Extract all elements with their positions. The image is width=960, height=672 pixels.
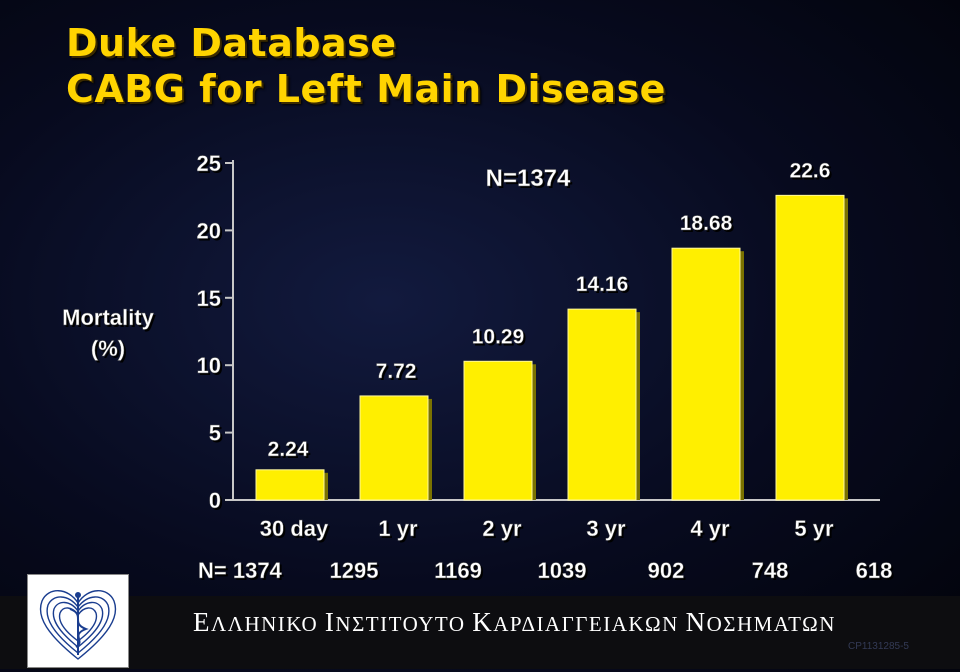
- bar-side-0: [324, 472, 328, 500]
- x-tick-label-0: 30 day: [260, 516, 329, 541]
- n-at-risk-0-shadow: 1295: [332, 560, 381, 585]
- n-at-risk-1-shadow: 1169: [436, 560, 484, 585]
- institute-word-3: ΚΑΡΔΙΑΓΓΕΙΑΚΩΝ: [472, 607, 679, 637]
- bar-side-1: [428, 398, 432, 500]
- value-label-1: 7.72: [376, 360, 417, 383]
- y-tick-label-4-shadow: 20: [199, 220, 223, 245]
- bar-0: [255, 469, 325, 501]
- heart-caduceus-icon: [39, 590, 117, 660]
- bar-side-5: [844, 198, 848, 501]
- n-at-risk-2-shadow: 1039: [540, 560, 589, 585]
- x-tick-label-2: 2 yr: [482, 516, 522, 541]
- n-annotation: N=1374: [486, 165, 571, 192]
- bar-side-3: [636, 312, 640, 500]
- n-at-risk-4-shadow: 748: [754, 560, 791, 585]
- y-tick-label-5-shadow: 25: [199, 153, 223, 178]
- x-tick-label-3-shadow: 3 yr: [588, 518, 628, 543]
- x-tick-label-0-shadow: 30 day: [262, 518, 331, 543]
- n-at-risk-4: 748: [752, 558, 789, 583]
- value-label-0: 2.24: [268, 438, 309, 461]
- value-label-1-shadow: 7.72: [378, 362, 419, 385]
- n-at-risk-2: 1039: [538, 558, 587, 583]
- n-at-risk-5: 618: [856, 558, 893, 583]
- y-tick-label-1: 5: [209, 421, 221, 446]
- bar-2: [463, 360, 533, 501]
- y-tick-label-2: 10: [197, 353, 221, 378]
- value-label-2: 10.29: [472, 325, 525, 348]
- value-label-5: 22.6: [790, 159, 831, 182]
- value-label-5-shadow: 22.6: [792, 161, 833, 184]
- bar-3: [567, 308, 637, 501]
- value-label-3: 14.16: [576, 273, 629, 296]
- institute-word-1: ΕΛΛΗΝΙΚΟ: [193, 607, 319, 637]
- title-line-1: Duke Database: [66, 21, 397, 65]
- value-label-4: 18.68: [680, 212, 733, 235]
- y-tick-label-4: 20: [197, 218, 221, 243]
- slide-code: CP1131285-5: [848, 641, 909, 652]
- y-tick-label-2-shadow: 10: [199, 355, 223, 380]
- value-label-2-shadow: 10.29: [474, 327, 527, 350]
- bar-4: [671, 247, 741, 501]
- n-at-risk-0: 1295: [330, 558, 379, 583]
- n-at-risk-5-shadow: 618: [858, 560, 895, 585]
- institute-name: ΕΛΛΗΝΙΚΟ ΙΝΣΤΙΤΟΥΤΟ ΚΑΡΔΙΑΓΓΕΙΑΚΩΝ ΝΟΣΗΜ…: [193, 607, 836, 638]
- y-tick-label-1-shadow: 5: [211, 423, 223, 448]
- n-at-risk-label-shadow: N= 1374: [200, 560, 285, 585]
- y-tick-label-3-shadow: 15: [199, 288, 223, 313]
- x-tick-label-1-shadow: 1 yr: [380, 518, 420, 543]
- n-at-risk-1: 1169: [434, 558, 482, 583]
- bar-1: [359, 395, 429, 501]
- y-axis-label-line-0: Mortality: [62, 305, 154, 330]
- value-label-3-shadow: 14.16: [578, 275, 631, 298]
- y-axis-label-line-1-shadow: (%): [93, 338, 127, 363]
- bar-side-4: [740, 251, 744, 500]
- y-axis-label-line-0-shadow: Mortality: [64, 307, 156, 332]
- x-tick-label-5-shadow: 5 yr: [796, 518, 836, 543]
- institute-word-2: ΙΝΣΤΙΤΟΥΤΟ: [324, 607, 466, 637]
- y-axis-label-line-1: (%): [91, 336, 125, 361]
- y-tick-label-0-shadow: 0: [211, 490, 223, 515]
- y-tick-label-3: 15: [197, 286, 221, 311]
- x-tick-label-3: 3 yr: [586, 516, 626, 541]
- title-line-2: CABG for Left Main Disease: [66, 67, 666, 111]
- n-at-risk-3: 902: [648, 558, 685, 583]
- bar-side-2: [532, 364, 536, 500]
- n-at-risk-3-shadow: 902: [650, 560, 687, 585]
- mortality-bar-chart: 00551010151520202525MortalityMortality(%…: [62, 151, 895, 585]
- x-tick-label-4: 4 yr: [690, 516, 730, 541]
- x-tick-label-1: 1 yr: [378, 516, 418, 541]
- value-label-0-shadow: 2.24: [270, 440, 311, 463]
- institute-logo: [27, 574, 129, 668]
- x-tick-label-2-shadow: 2 yr: [484, 518, 524, 543]
- value-label-4-shadow: 18.68: [682, 214, 735, 237]
- y-tick-label-5: 25: [197, 151, 221, 176]
- bar-5: [775, 194, 845, 501]
- n-annotation-shadow: N=1374: [488, 167, 573, 194]
- y-tick-label-0: 0: [209, 488, 221, 513]
- x-tick-label-5: 5 yr: [794, 516, 834, 541]
- x-tick-label-4-shadow: 4 yr: [692, 518, 732, 543]
- institute-word-4: ΝΟΣΗΜΑΤΩΝ: [685, 607, 836, 637]
- n-at-risk-label: N= 1374: [198, 558, 283, 583]
- footer-band: [0, 596, 960, 669]
